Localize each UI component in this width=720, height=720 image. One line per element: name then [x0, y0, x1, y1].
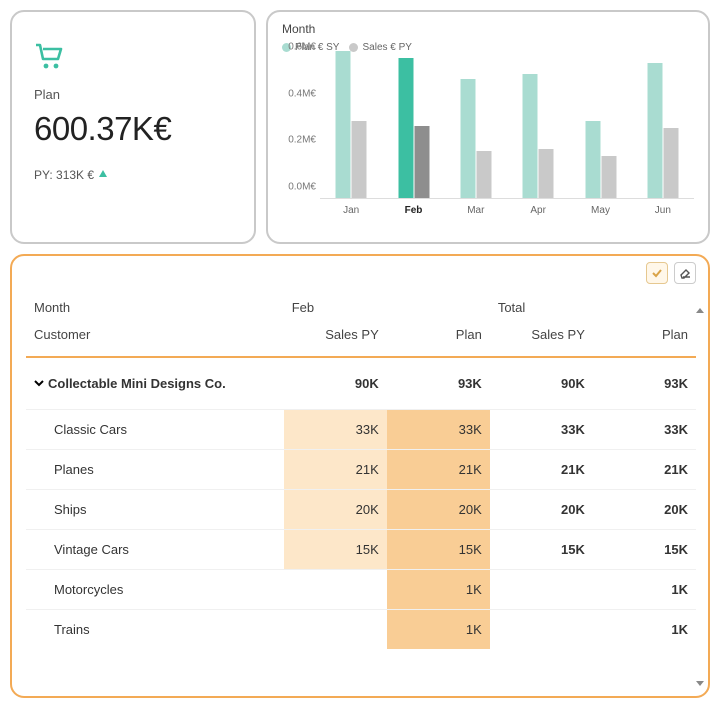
cell: 33K	[284, 410, 387, 450]
y-tick: 0.0M€	[280, 182, 316, 193]
cell	[284, 610, 387, 650]
bar-sales[interactable]	[352, 121, 367, 198]
bar-plan[interactable]	[460, 79, 475, 198]
cell: 1K	[387, 610, 490, 650]
bar-group[interactable]	[585, 121, 616, 198]
cell: 21K	[284, 450, 387, 490]
cell	[490, 610, 593, 650]
col-total: Total	[490, 292, 696, 321]
cell: 33K	[387, 410, 490, 450]
cell: 1K	[593, 570, 696, 610]
scrollbar[interactable]	[696, 308, 704, 686]
x-label[interactable]: Feb	[405, 205, 423, 216]
bar-group[interactable]	[647, 63, 678, 198]
data-table: Month Feb Total Customer Sales PY Plan S…	[26, 292, 696, 649]
cell: 1K	[387, 570, 490, 610]
cell: 21K	[387, 450, 490, 490]
cart-icon	[34, 42, 232, 73]
scroll-up-icon[interactable]	[696, 308, 704, 313]
table-group-row[interactable]: Collectable Mini Designs Co. 90K 93K 90K…	[26, 357, 696, 410]
cell: 1K	[593, 610, 696, 650]
kpi-py-label: PY: 313K €	[34, 168, 94, 182]
bar-plan[interactable]	[585, 121, 600, 198]
cell	[284, 570, 387, 610]
x-label[interactable]: Jan	[343, 205, 359, 216]
confirm-button[interactable]	[646, 262, 668, 284]
bar-plan[interactable]	[523, 74, 538, 198]
bar-sales[interactable]	[601, 156, 616, 198]
col-feb-salespy: Sales PY	[284, 321, 387, 357]
bar-plan[interactable]	[647, 63, 662, 198]
x-label[interactable]: May	[591, 205, 610, 216]
col-feb-plan: Plan	[387, 321, 490, 357]
table-row[interactable]: Ships20K20K20K20K	[26, 490, 696, 530]
x-label[interactable]: Mar	[467, 205, 484, 216]
trend-up-icon	[98, 168, 108, 182]
chart-plot: 0.0M€0.2M€0.4M€0.6M€ Jan Feb Mar Apr May Jun	[320, 59, 694, 225]
table-row[interactable]: Motorcycles 1K 1K	[26, 570, 696, 610]
col-selected-month: Feb	[284, 292, 490, 321]
y-tick: 0.4M€	[280, 88, 316, 99]
bar-sales[interactable]	[414, 126, 429, 198]
cell: 20K	[490, 490, 593, 530]
cell: 15K	[387, 530, 490, 570]
eraser-button[interactable]	[674, 262, 696, 284]
kpi-value: 600.37K€	[34, 110, 232, 148]
cell: 33K	[593, 410, 696, 450]
bar-sales[interactable]	[476, 151, 491, 198]
table-row[interactable]: Trains 1K 1K	[26, 610, 696, 650]
y-tick: 0.2M€	[280, 135, 316, 146]
bar-group[interactable]	[398, 58, 429, 198]
cell: 93K	[387, 357, 490, 410]
bar-group[interactable]	[523, 74, 554, 198]
chart-title: Month	[282, 22, 694, 36]
cell: 21K	[490, 450, 593, 490]
plot-area[interactable]: 0.0M€0.2M€0.4M€0.6M€	[320, 59, 694, 199]
scroll-down-icon[interactable]	[696, 681, 704, 686]
cell: 20K	[284, 490, 387, 530]
bar-plan[interactable]	[336, 51, 351, 198]
kpi-card: Plan 600.37K€ PY: 313K €	[10, 10, 256, 244]
x-label[interactable]: Jun	[655, 205, 671, 216]
bar-group[interactable]	[460, 79, 491, 198]
month-chart-card: Month Plan € SY Sales € PY 0.0M€0.2M€0.4…	[266, 10, 710, 244]
kpi-py-row: PY: 313K €	[34, 168, 232, 182]
cell-name: Planes	[26, 450, 284, 490]
col-customer: Customer	[26, 321, 284, 357]
cell-name: Trains	[26, 610, 284, 650]
chevron-down-icon[interactable]	[34, 376, 44, 391]
cell: 20K	[387, 490, 490, 530]
table-row[interactable]: Planes21K21K21K21K	[26, 450, 696, 490]
bar-plan[interactable]	[398, 58, 413, 198]
cell: 15K	[284, 530, 387, 570]
cell: 33K	[490, 410, 593, 450]
col-tot-salespy: Sales PY	[490, 321, 593, 357]
x-label[interactable]: Apr	[530, 205, 546, 216]
cell: 15K	[593, 530, 696, 570]
cell: 15K	[490, 530, 593, 570]
bar-sales[interactable]	[663, 128, 678, 198]
cell: 90K	[490, 357, 593, 410]
bar-group[interactable]	[336, 51, 367, 198]
table-row[interactable]: Vintage Cars15K15K15K15K	[26, 530, 696, 570]
col-tot-plan: Plan	[593, 321, 696, 357]
kpi-label: Plan	[34, 87, 232, 102]
cell-name: Ships	[26, 490, 284, 530]
cell-name: Vintage Cars	[26, 530, 284, 570]
table-row[interactable]: Classic Cars33K33K33K33K	[26, 410, 696, 450]
table-card: Month Feb Total Customer Sales PY Plan S…	[10, 254, 710, 698]
col-month: Month	[26, 292, 284, 321]
cell-name: Motorcycles	[26, 570, 284, 610]
cell	[490, 570, 593, 610]
cell: 21K	[593, 450, 696, 490]
cell: 93K	[593, 357, 696, 410]
cell: 20K	[593, 490, 696, 530]
group-name: Collectable Mini Designs Co.	[48, 376, 226, 391]
cell: 90K	[284, 357, 387, 410]
x-axis: Jan Feb Mar Apr May Jun	[320, 199, 694, 223]
y-tick: 0.6M€	[280, 42, 316, 53]
bar-sales[interactable]	[539, 149, 554, 198]
legend-label: Sales € PY	[362, 42, 411, 53]
cell-name: Classic Cars	[26, 410, 284, 450]
